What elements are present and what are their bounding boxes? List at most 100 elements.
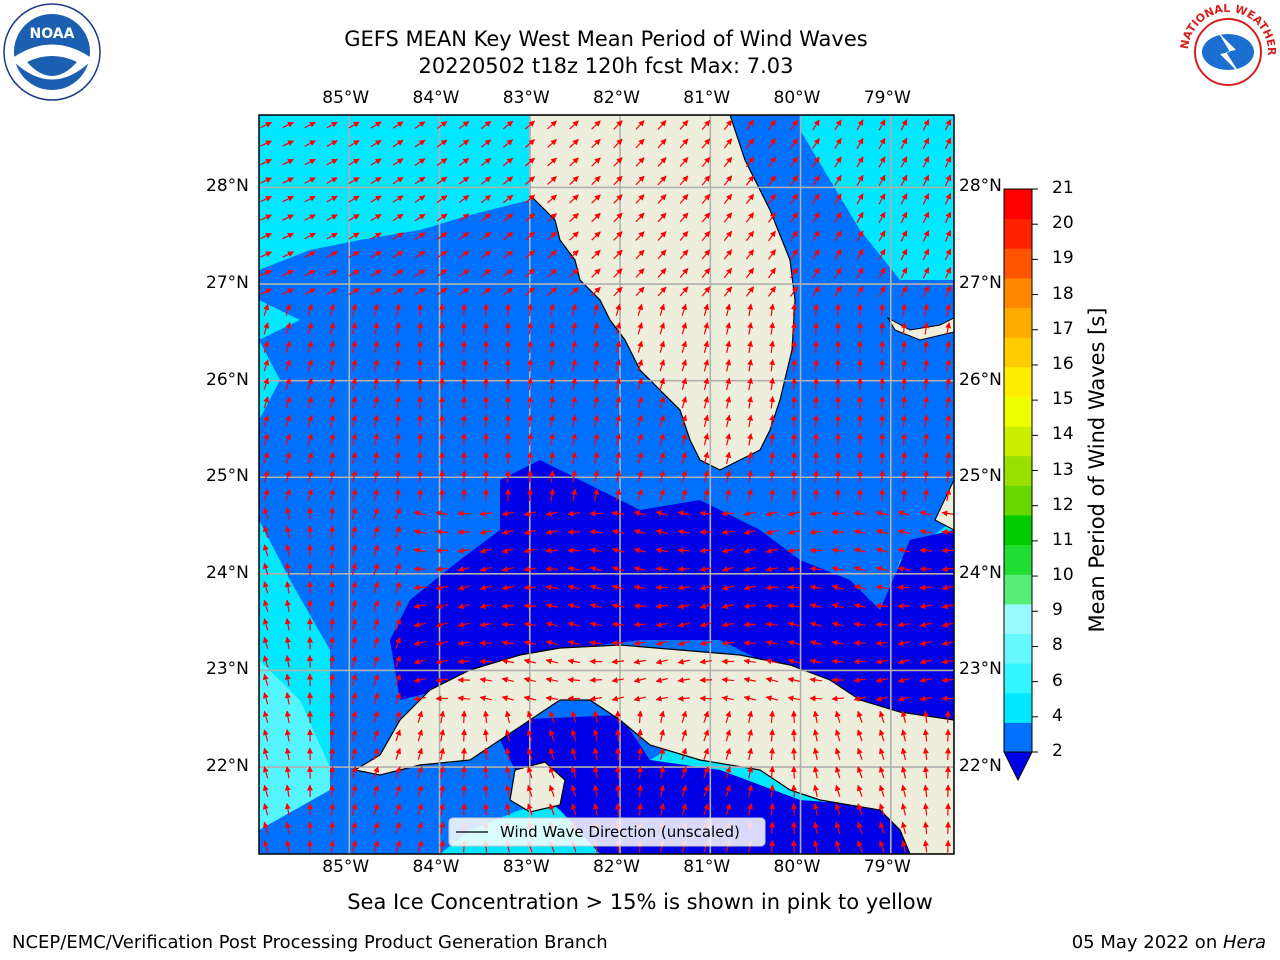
wind-arrow <box>679 286 689 297</box>
wind-arrow <box>677 640 690 647</box>
chart-title: GEFS MEAN Key West Mean Period of Wind W… <box>344 27 868 51</box>
wind-arrow <box>768 138 776 149</box>
wind-arrow <box>747 340 754 354</box>
wind-arrow <box>284 636 291 650</box>
wind-arrow <box>395 414 402 428</box>
wind-arrow <box>525 120 536 130</box>
wind-arrow <box>262 544 269 557</box>
wind-arrow <box>395 395 402 409</box>
wind-arrow <box>809 639 822 646</box>
wind-arrow <box>502 231 514 241</box>
wind-arrow <box>919 621 932 628</box>
wind-arrow <box>922 174 930 187</box>
wind-arrow <box>284 673 291 687</box>
wind-arrow <box>945 303 952 317</box>
wind-arrow <box>677 528 691 535</box>
wind-arrow <box>461 747 468 761</box>
wind-arrow <box>262 562 269 575</box>
wind-arrow <box>703 766 710 779</box>
wind-arrow <box>436 269 448 277</box>
wind-arrow <box>329 414 336 427</box>
wind-arrow <box>414 176 426 185</box>
wind-arrow <box>919 677 932 684</box>
colorbar-segment <box>1004 633 1032 664</box>
wind-arrow <box>392 195 404 203</box>
wind-arrow <box>436 250 448 259</box>
wind-arrow <box>263 359 270 372</box>
wind-arrow <box>856 766 863 779</box>
wind-arrow <box>373 655 380 668</box>
wind-arrow <box>547 250 557 259</box>
wind-arrow <box>439 766 446 779</box>
colorbar <box>1003 188 1038 782</box>
wind-arrow <box>900 710 907 723</box>
wind-arrow <box>919 658 932 665</box>
wind-arrow <box>373 636 380 649</box>
wind-arrow <box>657 212 667 223</box>
colorbar-tick-label: 18 <box>1052 283 1074 304</box>
wind-arrow <box>831 584 844 591</box>
wind-arrow <box>569 194 579 204</box>
wind-arrow <box>373 562 380 575</box>
wind-arrow <box>417 395 424 409</box>
wind-arrow <box>461 728 468 742</box>
wind-arrow <box>417 710 424 723</box>
wind-arrow <box>790 710 797 724</box>
wind-arrow <box>637 303 644 316</box>
wind-arrow <box>373 451 380 465</box>
wind-arrow <box>589 695 603 702</box>
wind-arrow <box>395 358 402 372</box>
wind-arrow <box>659 451 666 464</box>
colorbar-segment <box>1004 485 1032 516</box>
wind-arrow <box>831 510 845 517</box>
wind-arrow <box>745 249 755 260</box>
lat-tick-label: 25°N <box>959 466 1002 487</box>
wind-arrow <box>919 528 933 535</box>
wind-arrow <box>569 157 579 167</box>
wind-arrow <box>285 414 292 427</box>
colorbar-segment <box>1004 514 1032 546</box>
wind-arrow <box>853 565 866 572</box>
wind-arrow <box>721 547 734 554</box>
wind-arrow <box>703 747 710 760</box>
wind-arrow <box>701 249 711 260</box>
wind-arrow <box>373 340 380 354</box>
wind-arrow <box>945 433 952 446</box>
wind-arrow <box>611 547 624 554</box>
wind-arrow <box>790 286 798 297</box>
wind-arrow <box>875 547 888 554</box>
wind-arrow <box>834 729 841 742</box>
wind-arrow <box>787 621 800 628</box>
wind-arrow <box>897 695 910 702</box>
wind-arrow <box>504 747 511 760</box>
wind-arrow <box>285 470 292 483</box>
colorbar-segment <box>1004 396 1032 427</box>
wind-arrow <box>284 562 291 576</box>
wind-arrow <box>436 121 448 129</box>
wind-arrow <box>348 121 360 129</box>
wind-arrow <box>414 287 426 296</box>
wind-arrow <box>326 232 338 240</box>
colorbar-tick-label: 4 <box>1052 705 1063 726</box>
wind-arrow <box>351 618 358 631</box>
lat-tick-label: 22°N <box>206 756 249 777</box>
wind-arrow <box>765 658 778 665</box>
colorbar-segment <box>1004 366 1032 397</box>
wind-arrow <box>329 506 336 520</box>
wind-arrow <box>593 396 600 409</box>
wind-arrow <box>657 138 667 149</box>
wind-arrow <box>260 251 272 258</box>
wind-arrow <box>787 584 801 591</box>
wind-arrow <box>919 547 933 554</box>
wind-arrow <box>523 695 536 702</box>
wind-arrow <box>458 194 470 204</box>
wind-arrow <box>769 710 776 724</box>
wind-arrow <box>657 157 667 167</box>
wind-arrow <box>263 414 270 427</box>
wind-arrow <box>613 175 623 186</box>
wind-arrow <box>392 232 404 240</box>
wind-arrow <box>458 176 470 185</box>
wind-arrow <box>395 636 402 649</box>
wind-arrow <box>703 359 710 372</box>
wind-arrow <box>681 710 688 723</box>
